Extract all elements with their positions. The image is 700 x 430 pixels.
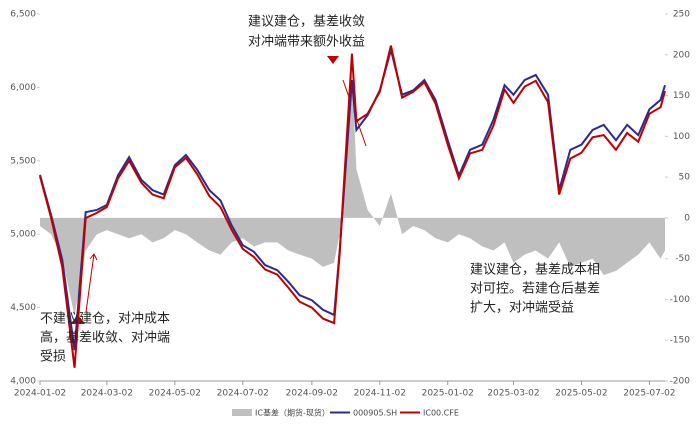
y-tick-label: 5,500 <box>10 156 36 166</box>
x-tick-label: 2025-03-02 <box>487 389 539 399</box>
y-tick-label: 4,500 <box>10 303 36 313</box>
x-tick-label: 2025-05-02 <box>555 389 607 399</box>
x-tick-label: 2025-01-02 <box>422 389 474 399</box>
annotation: 高，基差收敛、对冲端 <box>40 330 170 346</box>
y2-tick-label: -150 <box>670 336 691 346</box>
x-tick-label: 2024-03-02 <box>81 389 133 399</box>
annotation: 不建议建仓，对冲成本 <box>40 312 170 327</box>
annotation: 对可控。若建仓后基差 <box>470 281 600 297</box>
arrow-head <box>89 253 98 261</box>
y2-tick-label: 0 <box>684 213 690 223</box>
annotation: 建议建仓，基差收敛 <box>248 14 365 30</box>
y-tick-label: 6,500 <box>10 10 36 20</box>
annotation: 受损 <box>40 350 66 365</box>
y2-tick-label: 200 <box>673 50 690 60</box>
x-tick-label: 2024-11-02 <box>354 389 406 399</box>
x-tick-label: 2024-01-02 <box>14 389 66 399</box>
y2-tick-label: 100 <box>673 132 690 142</box>
y2-tick-label: 50 <box>679 173 691 183</box>
annotation: 对冲端带来额外收益 <box>248 35 365 50</box>
annotation: 建议建仓，基差成本相 <box>470 263 600 278</box>
y2-tick-label: -200 <box>670 377 691 387</box>
x-tick-label: 2024-09-02 <box>286 389 338 399</box>
basis-area <box>40 71 665 316</box>
series-line <box>39 46 666 351</box>
x-tick-label: 2025-07-02 <box>623 389 675 399</box>
y2-tick-label: 250 <box>673 10 690 20</box>
y2-tick-label: -100 <box>670 295 691 305</box>
y-tick-label: 6,000 <box>10 83 36 93</box>
x-tick-label: 2024-05-02 <box>149 389 201 399</box>
series-line <box>39 45 666 368</box>
y-tick-label: 4,000 <box>10 377 36 387</box>
legend-label: IC基差（期货-现货） <box>255 408 330 418</box>
legend-label: IC00.CFE <box>423 409 459 418</box>
arrow <box>85 253 95 313</box>
y2-tick-label: 150 <box>673 91 690 101</box>
x-tick-label: 2024-07-02 <box>217 389 269 399</box>
legend-label: 000905.SH <box>353 409 397 418</box>
y2-tick-label: -50 <box>675 254 690 264</box>
marker-triangle <box>327 56 339 64</box>
legend-swatch <box>232 409 252 416</box>
y-tick-label: 5,000 <box>10 230 36 240</box>
annotation: 扩大，对冲端受益 <box>470 301 574 316</box>
